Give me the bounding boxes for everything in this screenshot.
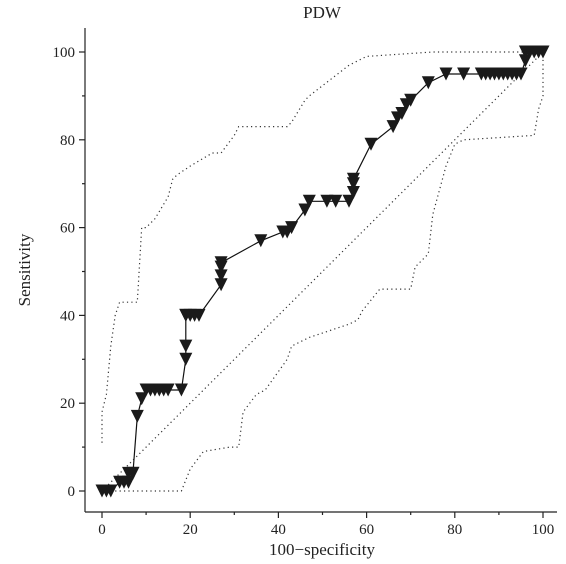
x-tick-label: 80	[447, 522, 462, 538]
roc-point	[421, 76, 435, 90]
roc-point	[395, 107, 409, 120]
x-tick-label: 0	[98, 522, 106, 538]
roc-point	[404, 93, 418, 107]
x-tick-label: 20	[183, 522, 198, 538]
y-tick-label: 100	[53, 45, 76, 61]
roc-point	[439, 67, 453, 81]
x-tick-label: 40	[271, 522, 286, 538]
roc-point	[298, 203, 312, 217]
y-axis-label: Sensitivity	[15, 233, 34, 306]
x-tick-label: 60	[359, 522, 374, 538]
roc-point	[161, 383, 175, 397]
roc-point	[518, 54, 532, 68]
roc-point	[126, 466, 140, 480]
roc-point	[320, 194, 334, 208]
roc-point	[104, 484, 118, 498]
chart-title: PDW	[303, 3, 342, 22]
x-tick-label: 100	[532, 522, 555, 538]
roc-point	[457, 67, 471, 81]
roc-point	[536, 45, 550, 59]
roc-point	[386, 120, 400, 134]
roc-point	[364, 137, 378, 151]
roc-point	[192, 308, 206, 322]
roc-point	[179, 339, 193, 353]
y-tick-label: 20	[60, 396, 75, 412]
y-tick-label: 60	[60, 221, 75, 237]
roc-point	[214, 278, 228, 292]
axis-ticks: 0 20 40 60 80 100 0 20 40 60 80 100	[53, 45, 555, 538]
roc-point	[346, 186, 360, 199]
x-axis-label: 100−specificity	[269, 540, 375, 559]
roc-point	[302, 194, 316, 208]
roc-point	[122, 475, 135, 489]
roc-point	[130, 409, 144, 423]
roc-point	[214, 269, 228, 283]
roc-point	[329, 194, 343, 208]
roc-point	[514, 67, 528, 81]
roc-point	[254, 234, 268, 248]
roc-point	[214, 256, 228, 270]
plot-area	[95, 45, 550, 498]
diagonal-line	[101, 51, 544, 492]
roc-point	[346, 172, 360, 186]
y-tick-label: 40	[60, 308, 75, 324]
upper-confidence-bound-line	[101, 51, 543, 443]
roc-point	[342, 194, 356, 208]
y-tick-label: 0	[68, 484, 76, 500]
roc-point	[179, 352, 193, 366]
roc-point	[174, 383, 188, 397]
roc-point	[285, 221, 299, 235]
roc-point	[135, 392, 149, 406]
y-tick-label: 80	[60, 133, 75, 149]
